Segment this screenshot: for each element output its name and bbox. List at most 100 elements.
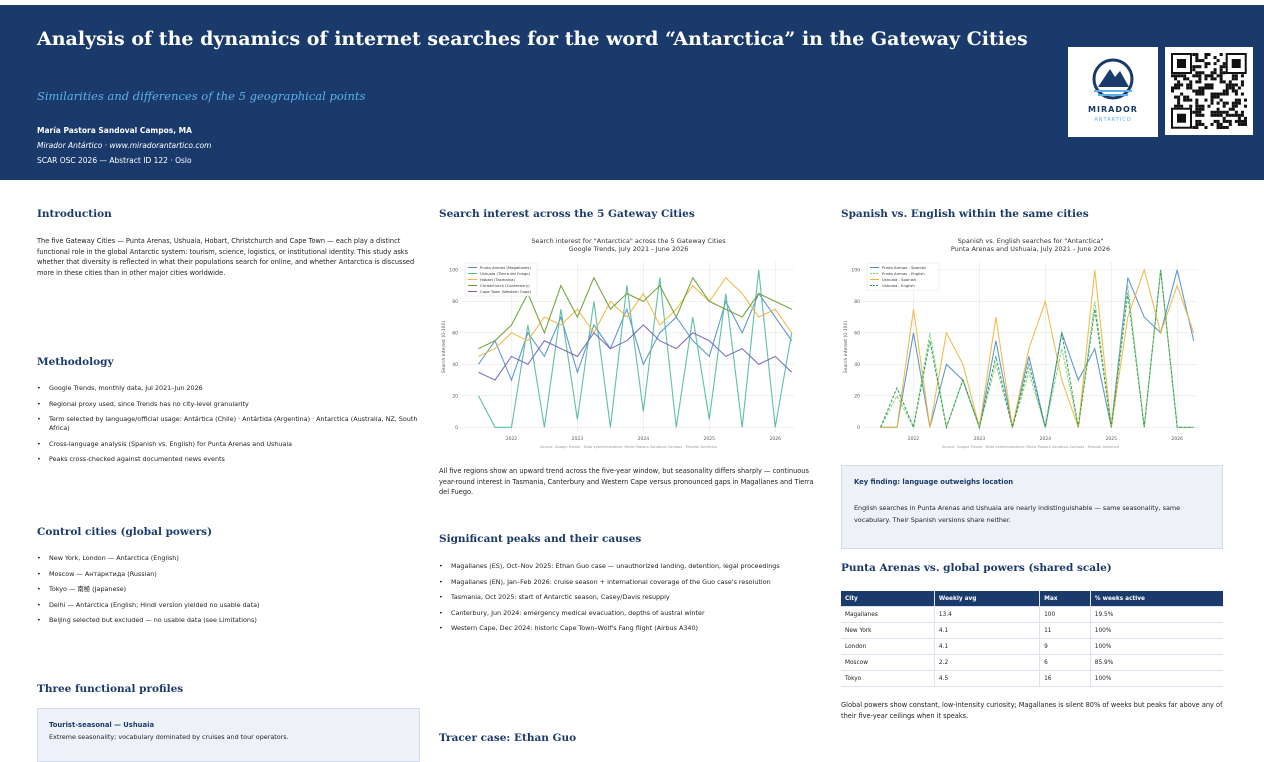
qr-module bbox=[1225, 125, 1229, 129]
qr-module bbox=[1213, 71, 1217, 75]
qr-module bbox=[1237, 119, 1241, 123]
qr-module bbox=[1195, 110, 1199, 114]
table-cell: 100% bbox=[1090, 670, 1223, 687]
list-item: Magallanes (ES), Oct–Nov 2025: Ethan Guo… bbox=[439, 562, 831, 571]
qr-module bbox=[1210, 92, 1214, 96]
qr-module bbox=[1243, 116, 1247, 120]
qr-module bbox=[1195, 92, 1199, 96]
chart-subtitle: Punta Arenas and Ushuaia, July 2021 - Ju… bbox=[951, 245, 1110, 253]
profile-title: Tourist-seasonal — Ushuaia bbox=[49, 721, 155, 729]
header bbox=[0, 5, 1264, 180]
qr-module bbox=[1210, 74, 1214, 78]
table-header-cell: Max bbox=[1039, 591, 1091, 607]
logo-deck bbox=[1094, 90, 1132, 96]
table-row: London 4.1 9 100% bbox=[841, 638, 1223, 655]
key-finding-title: Key finding: language outweighs location bbox=[854, 478, 1014, 486]
qr-module bbox=[1183, 98, 1187, 102]
qr-module bbox=[1201, 86, 1205, 90]
qr-module bbox=[1225, 110, 1229, 114]
qr-module bbox=[1195, 98, 1199, 102]
qr-module bbox=[1183, 77, 1187, 81]
profile-text: Extreme seasonality; vocabulary dominate… bbox=[49, 733, 289, 741]
qr-module bbox=[1195, 74, 1199, 78]
qr-module bbox=[1210, 71, 1214, 75]
qr-module bbox=[1243, 119, 1247, 123]
qr-module bbox=[1174, 104, 1178, 108]
qr-module bbox=[1213, 56, 1217, 60]
qr-module bbox=[1216, 125, 1220, 129]
qr-module bbox=[1213, 77, 1217, 81]
qr-module bbox=[1237, 113, 1241, 117]
qr-module bbox=[1201, 122, 1205, 126]
x-tick-label: 2024 bbox=[638, 436, 650, 442]
qr-module bbox=[1174, 77, 1178, 81]
table-cell: 19.5% bbox=[1090, 606, 1223, 623]
qr-module bbox=[1210, 86, 1214, 90]
qr-module bbox=[1222, 62, 1226, 66]
qr-module bbox=[1198, 71, 1202, 75]
qr-module bbox=[1201, 104, 1205, 108]
qr-module bbox=[1213, 95, 1217, 99]
legend-label: Punta Arenas - Spanish bbox=[882, 265, 927, 270]
qr-module bbox=[1201, 89, 1205, 93]
qr-module bbox=[1222, 116, 1226, 120]
list-item: Canterbury, Jun 2024: emergency medical … bbox=[439, 609, 831, 618]
qr-module bbox=[1234, 113, 1238, 117]
qr-module bbox=[1198, 113, 1202, 117]
table-row: New York 4.1 11 100% bbox=[841, 622, 1223, 639]
table-cell: 6 bbox=[1039, 654, 1091, 671]
series-line bbox=[880, 268, 1195, 428]
qr-module bbox=[1231, 86, 1235, 90]
qr-module bbox=[1201, 59, 1205, 63]
x-tick-label: 2022 bbox=[908, 436, 920, 442]
qr-module bbox=[1174, 74, 1178, 78]
event: SCAR OSC 2026 — Abstract ID 122 · Oslo bbox=[37, 156, 192, 165]
qr-module bbox=[1210, 101, 1214, 105]
qr-module bbox=[1186, 77, 1190, 81]
chart-title: Spanish vs. English searches for "Antarc… bbox=[958, 237, 1104, 245]
qr-module bbox=[1240, 119, 1244, 123]
table-cell: Magallanes bbox=[841, 606, 935, 623]
qr-module bbox=[1219, 122, 1223, 126]
qr-module bbox=[1231, 107, 1235, 111]
qr-module bbox=[1225, 89, 1229, 93]
qr-module bbox=[1222, 101, 1226, 105]
y-axis-label: Search interest (0-100) bbox=[441, 321, 447, 373]
table-row: Moscow 2.2 6 85.9% bbox=[841, 654, 1223, 671]
table-cell: 4.5 bbox=[934, 670, 1041, 687]
qr-module bbox=[1201, 71, 1205, 75]
qr-module bbox=[1177, 80, 1181, 84]
y-tick-label: 0 bbox=[455, 425, 458, 431]
qr-module bbox=[1243, 104, 1247, 108]
qr-module bbox=[1177, 83, 1181, 87]
control-list: New York, London — Antarctica (English) M… bbox=[37, 554, 421, 632]
series-line bbox=[478, 276, 793, 357]
qr-module bbox=[1192, 125, 1196, 129]
qr-module bbox=[1204, 83, 1208, 87]
table-cell: London bbox=[841, 638, 935, 655]
y-tick-label: 40 bbox=[452, 362, 458, 368]
list-item: Peaks cross-checked against documented n… bbox=[37, 455, 421, 464]
qr-module bbox=[1204, 86, 1208, 90]
methodology-list: Google Trends, monthly data, Jul 2021–Ju… bbox=[37, 384, 421, 471]
qr-module bbox=[1210, 77, 1214, 81]
qr-module bbox=[1177, 98, 1181, 102]
qr-module bbox=[1219, 65, 1223, 69]
qr-module bbox=[1195, 122, 1199, 126]
qr-module bbox=[1237, 122, 1241, 126]
table-header-row: City Weekly avg Max% weeks active bbox=[841, 591, 1223, 607]
list-item: Delhi — Antarctica (English; Hindi versi… bbox=[37, 601, 421, 610]
qr-module bbox=[1195, 104, 1199, 108]
qr-module bbox=[1198, 59, 1202, 63]
qr-module bbox=[1216, 95, 1220, 99]
qr-module bbox=[1195, 119, 1199, 123]
legend-label: Hobart (Tasmania) bbox=[480, 277, 515, 282]
qr-module bbox=[1240, 74, 1244, 78]
y-tick-label: 40 bbox=[854, 362, 860, 368]
qr-module bbox=[1222, 80, 1226, 84]
qr-module bbox=[1198, 107, 1202, 111]
qr-module bbox=[1213, 110, 1217, 114]
qr-module bbox=[1174, 95, 1178, 99]
qr-module bbox=[1195, 59, 1199, 63]
section-heading: Spanish vs. English within the same citi… bbox=[841, 208, 1089, 220]
